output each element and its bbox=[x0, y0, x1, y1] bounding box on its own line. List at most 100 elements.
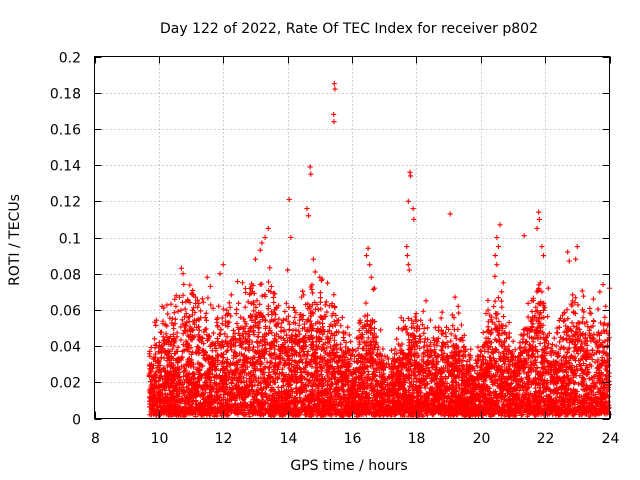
roti-point bbox=[573, 295, 579, 301]
roti-point bbox=[500, 280, 506, 286]
roti-point bbox=[566, 258, 572, 264]
roti-point bbox=[180, 271, 186, 277]
roti-point bbox=[535, 336, 541, 342]
roti-point bbox=[305, 213, 312, 219]
roti-point bbox=[205, 295, 211, 301]
data-points bbox=[146, 81, 613, 420]
roti-point bbox=[204, 274, 210, 280]
roti-point bbox=[565, 249, 571, 255]
roti-point bbox=[310, 256, 316, 262]
roti-point bbox=[534, 225, 540, 232]
roti-point bbox=[411, 216, 417, 222]
roti-point bbox=[485, 307, 491, 313]
roti-point bbox=[201, 329, 207, 335]
roti-point bbox=[451, 315, 457, 321]
roti-point bbox=[410, 205, 416, 212]
roti-point bbox=[423, 298, 429, 304]
roti-point bbox=[438, 347, 444, 353]
roti-point bbox=[219, 321, 225, 327]
roti-point bbox=[447, 211, 453, 217]
roti-point bbox=[363, 253, 370, 259]
roti-point bbox=[394, 336, 400, 342]
roti-point bbox=[453, 335, 459, 341]
roti-point bbox=[224, 334, 230, 340]
roti-point bbox=[452, 294, 458, 300]
roti-point bbox=[539, 289, 545, 295]
roti-point bbox=[265, 279, 272, 285]
roti-point bbox=[535, 353, 541, 360]
roti-point bbox=[368, 274, 374, 280]
roti-point bbox=[545, 285, 551, 291]
roti-point bbox=[495, 243, 502, 250]
roti-point bbox=[163, 322, 169, 328]
roti-point bbox=[600, 281, 606, 288]
roti-point bbox=[338, 323, 344, 329]
roti-point bbox=[461, 343, 467, 350]
roti-point bbox=[573, 256, 579, 262]
roti-point bbox=[473, 360, 480, 367]
roti-point bbox=[307, 164, 313, 170]
roti-point bbox=[257, 247, 263, 253]
roti-point bbox=[156, 339, 162, 346]
roti-point bbox=[494, 262, 500, 268]
roti-point bbox=[455, 303, 461, 309]
roti-point bbox=[540, 253, 547, 259]
roti-point bbox=[331, 355, 337, 361]
roti-point bbox=[492, 253, 498, 259]
roti-point bbox=[207, 283, 213, 289]
roti-point bbox=[324, 280, 331, 286]
roti-point bbox=[220, 306, 226, 312]
roti-point bbox=[603, 303, 609, 309]
roti-point bbox=[287, 321, 293, 327]
roti-point bbox=[536, 209, 542, 215]
roti-point bbox=[574, 243, 580, 250]
roti-point bbox=[497, 222, 503, 228]
roti-point bbox=[220, 262, 226, 268]
roti-point bbox=[413, 378, 419, 385]
roti-point bbox=[378, 327, 384, 333]
roti-point bbox=[331, 81, 337, 87]
roti-point bbox=[554, 330, 560, 336]
roti-point bbox=[259, 240, 265, 246]
roti-point bbox=[230, 327, 237, 334]
roti-point bbox=[536, 216, 542, 222]
roti-point bbox=[407, 173, 414, 179]
roti-point bbox=[521, 233, 527, 239]
roti-point bbox=[567, 336, 573, 342]
roti-point bbox=[407, 169, 413, 175]
roti-point bbox=[494, 234, 500, 241]
roti-point bbox=[308, 171, 314, 177]
roti-point bbox=[285, 267, 291, 273]
roti-point bbox=[365, 245, 371, 251]
roti-point bbox=[499, 289, 505, 295]
roti-point bbox=[419, 322, 425, 328]
roti-point bbox=[404, 243, 410, 250]
roti-point bbox=[262, 234, 268, 241]
roti-point bbox=[539, 243, 545, 250]
roti-point bbox=[331, 119, 337, 125]
roti-point bbox=[239, 280, 246, 286]
roti-point bbox=[224, 341, 230, 347]
roti-point bbox=[189, 312, 195, 318]
roti-point bbox=[283, 300, 289, 306]
roti-point bbox=[405, 262, 411, 268]
roti-point bbox=[595, 306, 601, 312]
roti-point bbox=[537, 340, 543, 347]
roti-point bbox=[178, 265, 185, 271]
roti-point bbox=[367, 262, 373, 268]
roti-point bbox=[586, 376, 592, 382]
roti-point bbox=[579, 288, 585, 294]
roti-point bbox=[405, 198, 411, 204]
roti-point bbox=[296, 322, 302, 328]
roti-point bbox=[286, 196, 292, 203]
roti-point bbox=[406, 267, 412, 273]
roti-point bbox=[404, 253, 410, 259]
roti-point bbox=[196, 337, 202, 343]
roti-point bbox=[395, 325, 402, 331]
roti-point bbox=[234, 306, 240, 313]
roti-point bbox=[456, 310, 462, 316]
roti-point bbox=[365, 335, 371, 341]
roti-point bbox=[317, 290, 324, 296]
roti-point bbox=[331, 111, 337, 118]
roti-point bbox=[597, 289, 603, 295]
